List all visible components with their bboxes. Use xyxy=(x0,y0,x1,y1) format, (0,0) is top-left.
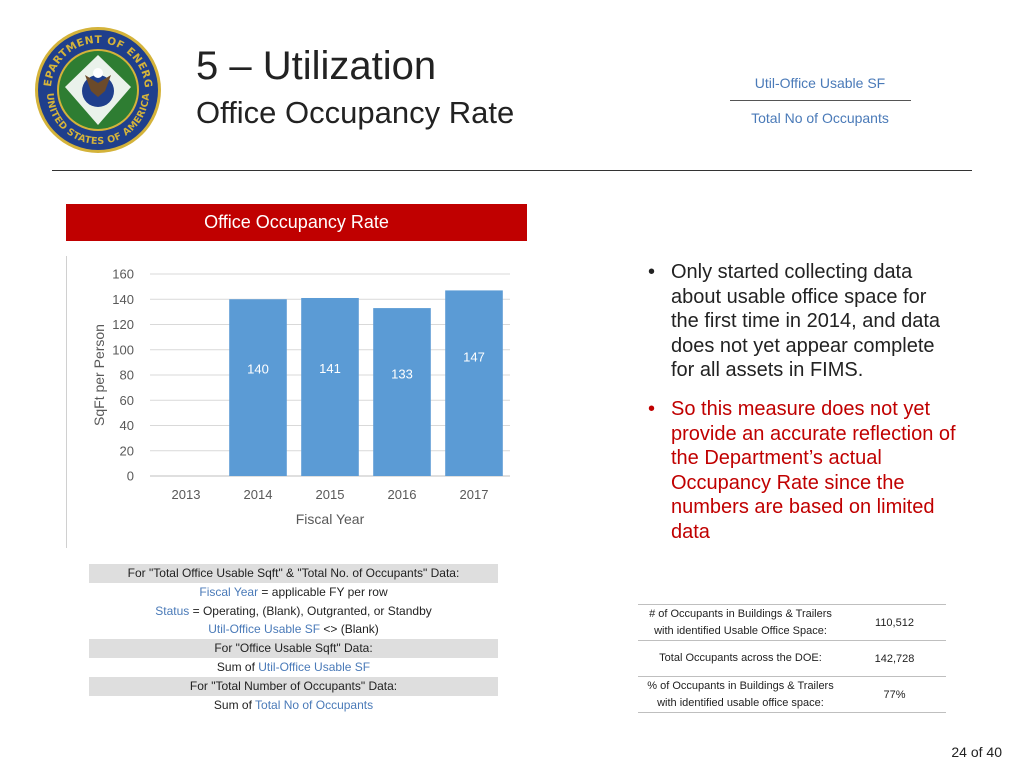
x-tick-label: 2013 xyxy=(172,487,201,502)
data-notes-table: For "Total Office Usable Sqft" & "Total … xyxy=(89,564,498,714)
formula-divider xyxy=(730,100,911,101)
header-divider xyxy=(52,170,972,171)
stats-label-line: Total Occupants across the DOE: xyxy=(659,652,822,664)
stats-value: 77% xyxy=(883,688,906,701)
notes-text: Sum of xyxy=(213,697,256,712)
field-name: Status xyxy=(155,603,190,618)
bar xyxy=(229,299,287,476)
notes-text: Sum of xyxy=(216,659,259,674)
y-tick-label: 0 xyxy=(127,469,134,484)
notes-text: = applicable FY per row xyxy=(258,584,388,599)
occupant-stats-table: # of Occupants in Buildings & Trailers wi… xyxy=(638,604,946,713)
notes-row: Status = Operating, (Blank), Outgranted,… xyxy=(89,602,498,621)
bullet-icon: • xyxy=(648,397,656,420)
y-tick-label: 60 xyxy=(120,393,134,408)
data-label: 140 xyxy=(247,361,269,376)
commentary-bullets: • Only started collecting data about usa… xyxy=(648,260,958,559)
stats-label: # of Occupants in Buildings & Trailers wi… xyxy=(638,605,843,640)
y-tick-label: 20 xyxy=(120,443,134,458)
bullet-icon: • xyxy=(648,261,656,283)
x-tick-label: 2017 xyxy=(460,487,489,502)
notes-row: For "Office Usable Sqft" Data: xyxy=(89,639,498,658)
page-number: 24 of 40 xyxy=(951,744,1002,760)
stats-row: Total Occupants across the DOE: 142,728 xyxy=(638,640,946,676)
field-name: Util-Office Usable SF xyxy=(258,659,371,674)
x-tick-label: 2015 xyxy=(316,487,345,502)
notes-text: <> (Blank) xyxy=(320,622,379,637)
bar xyxy=(301,297,359,476)
formula-numerator: Util-Office Usable SF xyxy=(754,75,886,91)
stats-label-line: with identified usable office space: xyxy=(657,696,824,709)
field-name: Total No of Occupants xyxy=(255,697,374,712)
y-tick-label: 160 xyxy=(112,267,134,282)
x-tick-label: 2016 xyxy=(388,487,417,502)
data-label: 141 xyxy=(319,361,341,376)
bullet-text: Only started collecting data about usabl… xyxy=(671,261,941,382)
y-tick-label: 100 xyxy=(112,342,134,357)
notes-row: For "Total Number of Occupants" Data: xyxy=(89,676,498,696)
page-title: 5 – Utilization xyxy=(196,44,437,88)
y-tick-label: 120 xyxy=(112,317,134,332)
field-name: Util-Office Usable SF xyxy=(208,622,321,637)
y-axis-title: SqFt per Person xyxy=(91,324,107,426)
notes-row: Util-Office Usable SF <> (Blank) xyxy=(89,620,498,639)
notes-row: For "Total Office Usable Sqft" & "Total … xyxy=(89,564,498,583)
bullet-point: • So this measure does not yet provide a… xyxy=(648,397,958,545)
department-of-energy-seal-icon: DEPARTMENT OF ENERGY UNITED STATES OF AM… xyxy=(28,16,163,155)
stats-value: 110,512 xyxy=(875,616,914,629)
bullet-text: So this measure does not yet provide an … xyxy=(671,397,956,543)
field-name: Fiscal Year xyxy=(199,584,259,599)
y-tick-label: 140 xyxy=(112,292,134,307)
formula-denominator: Total No of Occupants xyxy=(751,110,889,126)
stats-label-line: with identified Usable Office Space: xyxy=(654,624,827,637)
bar xyxy=(373,308,431,476)
stats-row: # of Occupants in Buildings & Trailers wi… xyxy=(638,604,946,640)
data-label: 133 xyxy=(391,367,413,382)
notes-row: Sum of Util-Office Usable SF xyxy=(89,658,498,677)
stats-label: Total Occupants across the DOE: xyxy=(638,641,843,676)
y-tick-label: 80 xyxy=(120,368,134,383)
chart-banner: Office Occupancy Rate xyxy=(66,204,527,241)
bar xyxy=(445,290,503,476)
stats-value: 142,728 xyxy=(874,652,915,665)
stats-label-line: % of Occupants in Buildings & Trailers xyxy=(647,679,834,692)
stats-row: % of Occupants in Buildings & Trailers wi… xyxy=(638,676,946,713)
x-tick-label: 2014 xyxy=(244,487,273,502)
data-label: 147 xyxy=(463,349,485,364)
x-axis-title: Fiscal Year xyxy=(296,511,365,527)
notes-text: = Operating, (Blank), Outgranted, or Sta… xyxy=(189,603,432,618)
notes-row: Fiscal Year = applicable FY per row xyxy=(89,583,498,602)
stats-label-line: # of Occupants in Buildings & Trailers xyxy=(649,607,832,620)
page-subtitle: Office Occupancy Rate xyxy=(196,95,515,130)
stats-label: % of Occupants in Buildings & Trailers wi… xyxy=(638,677,843,712)
chart-frame-edge xyxy=(66,256,67,548)
notes-row: Sum of Total No of Occupants xyxy=(89,696,498,715)
occupancy-bar-chart: 0 20 40 60 80 100 120 140 160 2013 140 2014 141 2015 1… xyxy=(68,255,528,545)
y-tick-label: 40 xyxy=(120,418,134,433)
bullet-point: • Only started collecting data about usa… xyxy=(648,260,958,383)
